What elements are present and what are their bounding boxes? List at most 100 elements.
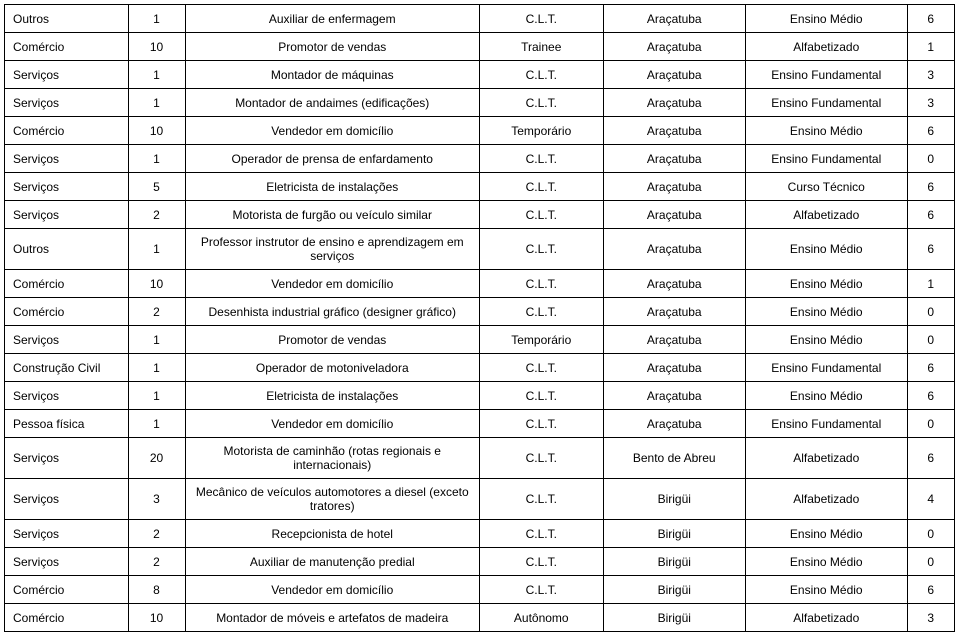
- table-cell: Serviços: [5, 201, 129, 229]
- table-cell: C.L.T.: [480, 270, 604, 298]
- table-cell: 3: [907, 61, 955, 89]
- table-cell: Birigüi: [603, 479, 746, 520]
- table-cell: Alfabetizado: [746, 438, 908, 479]
- table-cell: Araçatuba: [603, 410, 746, 438]
- table-cell: Serviços: [5, 438, 129, 479]
- table-cell: Ensino Médio: [746, 229, 908, 270]
- table-cell: 1: [128, 326, 185, 354]
- table-cell: 1: [907, 33, 955, 61]
- table-cell: Serviços: [5, 326, 129, 354]
- table-cell: Motorista de furgão ou veículo similar: [185, 201, 480, 229]
- table-row: Serviços1Eletricista de instalaçõesC.L.T…: [5, 382, 955, 410]
- table-row: Pessoa física1Vendedor em domicílioC.L.T…: [5, 410, 955, 438]
- table-row: Serviços5Eletricista de instalaçõesC.L.T…: [5, 173, 955, 201]
- table-cell: Birigüi: [603, 548, 746, 576]
- table-cell: Ensino Médio: [746, 298, 908, 326]
- table-cell: 0: [907, 410, 955, 438]
- table-cell: Auxiliar de manutenção predial: [185, 548, 480, 576]
- table-cell: 10: [128, 270, 185, 298]
- table-cell: Araçatuba: [603, 201, 746, 229]
- table-cell: Auxiliar de enfermagem: [185, 5, 480, 33]
- table-cell: C.L.T.: [480, 354, 604, 382]
- table-cell: Serviços: [5, 145, 129, 173]
- table-cell: Araçatuba: [603, 145, 746, 173]
- table-cell: C.L.T.: [480, 173, 604, 201]
- table-cell: Ensino Médio: [746, 520, 908, 548]
- table-cell: Ensino Médio: [746, 548, 908, 576]
- table-cell: 2: [128, 520, 185, 548]
- table-cell: Comércio: [5, 270, 129, 298]
- table-cell: 1: [907, 270, 955, 298]
- table-cell: Araçatuba: [603, 89, 746, 117]
- table-row: Serviços1Promotor de vendasTemporárioAra…: [5, 326, 955, 354]
- table-cell: 3: [907, 89, 955, 117]
- table-cell: 1: [128, 229, 185, 270]
- table-cell: 6: [907, 5, 955, 33]
- table-row: Serviços1Montador de máquinasC.L.T.Araça…: [5, 61, 955, 89]
- table-cell: Serviços: [5, 520, 129, 548]
- table-cell: 1: [128, 410, 185, 438]
- table-cell: Comércio: [5, 33, 129, 61]
- table-cell: C.L.T.: [480, 298, 604, 326]
- table-cell: Ensino Fundamental: [746, 354, 908, 382]
- table-cell: C.L.T.: [480, 61, 604, 89]
- table-cell: C.L.T.: [480, 548, 604, 576]
- table-cell: Araçatuba: [603, 173, 746, 201]
- table-cell: Serviços: [5, 382, 129, 410]
- table-cell: 1: [128, 5, 185, 33]
- table-cell: Birigüi: [603, 520, 746, 548]
- table-cell: Ensino Médio: [746, 326, 908, 354]
- table-cell: Comércio: [5, 298, 129, 326]
- table-row: Serviços20Motorista de caminhão (rotas r…: [5, 438, 955, 479]
- table-cell: Vendedor em domicílio: [185, 410, 480, 438]
- table-cell: 3: [907, 604, 955, 632]
- table-body: Outros1Auxiliar de enfermagemC.L.T.Araça…: [5, 5, 955, 632]
- table-cell: Comércio: [5, 604, 129, 632]
- table-cell: Serviços: [5, 548, 129, 576]
- table-cell: Birigüi: [603, 604, 746, 632]
- table-cell: 6: [907, 201, 955, 229]
- table-cell: Comércio: [5, 117, 129, 145]
- table-cell: C.L.T.: [480, 576, 604, 604]
- table-cell: Operador de prensa de enfardamento: [185, 145, 480, 173]
- table-cell: Araçatuba: [603, 326, 746, 354]
- table-cell: Alfabetizado: [746, 604, 908, 632]
- table-cell: Vendedor em domicílio: [185, 576, 480, 604]
- table-cell: 6: [907, 438, 955, 479]
- table-cell: Temporário: [480, 326, 604, 354]
- table-row: Comércio10Vendedor em domicílioC.L.T.Ara…: [5, 270, 955, 298]
- table-row: Comércio2Desenhista industrial gráfico (…: [5, 298, 955, 326]
- table-cell: 1: [128, 61, 185, 89]
- table-cell: Ensino Médio: [746, 382, 908, 410]
- table-cell: Araçatuba: [603, 33, 746, 61]
- table-cell: Araçatuba: [603, 354, 746, 382]
- table-cell: Autônomo: [480, 604, 604, 632]
- table-cell: Araçatuba: [603, 5, 746, 33]
- table-cell: Vendedor em domicílio: [185, 270, 480, 298]
- table-cell: C.L.T.: [480, 145, 604, 173]
- table-cell: Araçatuba: [603, 382, 746, 410]
- table-cell: 1: [128, 382, 185, 410]
- table-cell: Araçatuba: [603, 117, 746, 145]
- table-cell: 6: [907, 382, 955, 410]
- table-cell: 2: [128, 201, 185, 229]
- table-cell: 20: [128, 438, 185, 479]
- table-cell: Alfabetizado: [746, 201, 908, 229]
- table-cell: Ensino Fundamental: [746, 89, 908, 117]
- table-cell: 4: [907, 479, 955, 520]
- table-cell: C.L.T.: [480, 520, 604, 548]
- table-cell: 0: [907, 548, 955, 576]
- table-cell: 6: [907, 229, 955, 270]
- table-cell: Serviços: [5, 173, 129, 201]
- table-cell: 8: [128, 576, 185, 604]
- table-cell: 10: [128, 117, 185, 145]
- table-cell: Desenhista industrial gráfico (designer …: [185, 298, 480, 326]
- table-cell: Serviços: [5, 89, 129, 117]
- table-cell: Vendedor em domicílio: [185, 117, 480, 145]
- table-cell: Birigüi: [603, 576, 746, 604]
- table-cell: Professor instrutor de ensino e aprendiz…: [185, 229, 480, 270]
- table-cell: C.L.T.: [480, 5, 604, 33]
- table-cell: 0: [907, 298, 955, 326]
- table-cell: Montador de móveis e artefatos de madeir…: [185, 604, 480, 632]
- table-cell: Ensino Fundamental: [746, 145, 908, 173]
